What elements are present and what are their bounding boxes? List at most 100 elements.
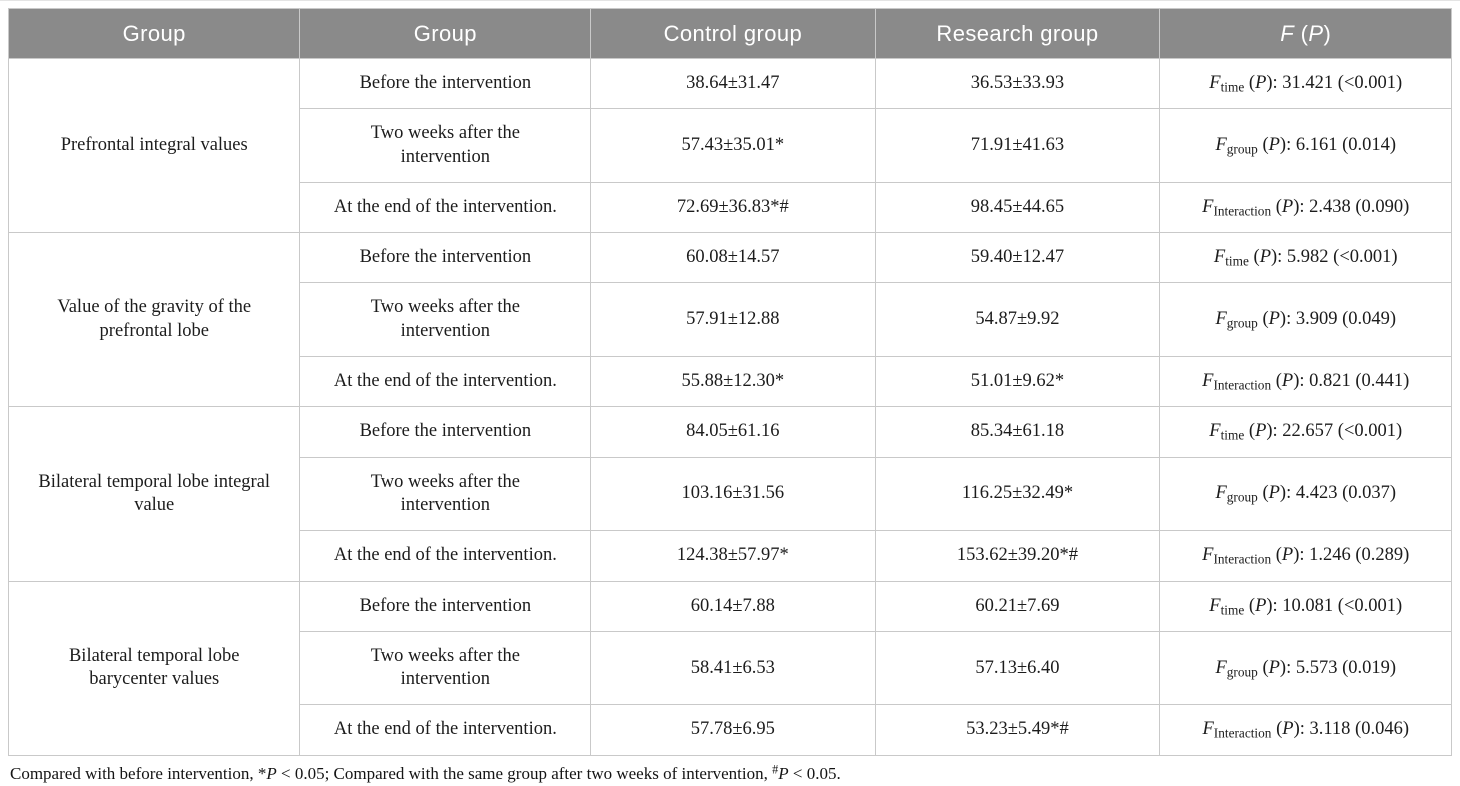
table-row: At the end of the intervention. 55.88±12.… [9,356,1452,408]
text-fragment: ): 5.573 (0.019) [1279,657,1397,678]
text-fragment: ( [1257,309,1269,330]
top-divider [0,0,1460,1]
text-fragment: F [1202,196,1214,217]
text-fragment: P [1268,483,1280,504]
control-value-cell: 60.08±14.57 [590,232,876,284]
text-fragment: F [1215,134,1227,155]
text-fragment: ): 4.423 (0.037) [1279,483,1397,504]
control-value-cell: 84.05±61.16 [590,406,876,458]
text-fragment: F [1209,421,1221,442]
text-fragment: P [1259,247,1271,268]
research-value-cell: 54.87±9.92 [874,282,1161,358]
timepoint-cell: At the end of the intervention. [299,530,592,582]
text-fragment: ( [1248,247,1260,268]
text-fragment: P [1268,657,1280,678]
table-row: At the end of the intervention. 124.38±57… [9,530,1452,582]
table-header: Group Group Control group Research group… [7,8,1452,59]
f-statistic-cell: FInteraction (P): 2.438 (0.090) [1159,181,1452,234]
text-fragment: P [1255,421,1267,442]
timepoint-cell: Two weeks after the intervention [299,108,592,183]
text-fragment: P [1281,545,1294,566]
control-value-cell: 58.41±6.53 [590,630,876,706]
column-header-group-1: Group [7,8,301,59]
text-fragment: ( [1244,595,1256,616]
text-fragment: P [778,763,789,783]
text-fragment: P [1281,371,1294,392]
group-label-cell: Bilateral temporal lobe barycenter value… [7,580,301,756]
text-fragment: ( [1294,20,1309,46]
text-fragment: F [1215,309,1227,330]
text-fragment: F [1280,20,1295,46]
text-fragment: F [1215,657,1227,678]
research-value-cell: 85.34±61.18 [874,406,1161,458]
header-row: Group Group Control group Research group… [7,8,1452,59]
timepoint-cell: Before the intervention [299,57,592,110]
column-header-research-group: Research group [874,8,1161,59]
text-fragment: ( [1271,196,1282,217]
text-fragment: ( [1257,134,1269,155]
f-statistic-cell: Ftime (P): 22.657 (<0.001) [1159,406,1452,458]
text-fragment: ) [1323,20,1332,46]
text-fragment: ): 6.161 (0.014) [1279,134,1397,155]
f-statistic-cell: Fgroup (P): 5.573 (0.019) [1159,630,1452,706]
f-statistic-cell: FInteraction (P): 0.821 (0.441) [1159,356,1452,408]
control-value-cell: 60.14±7.88 [590,580,876,632]
research-value-cell: 98.45±44.65 [874,181,1161,234]
text-fragment: ): 3.118 (0.046) [1293,719,1409,740]
research-value-cell: 36.53±33.93 [874,57,1161,110]
text-fragment: F [1202,545,1214,566]
results-table: Group Group Control group Research group… [7,8,1452,756]
text-fragment: ( [1244,421,1256,442]
timepoint-cell: At the end of the intervention. [299,704,592,756]
text-fragment: ( [1257,657,1269,678]
text-fragment: group [1226,141,1258,157]
text-fragment: P [1268,309,1280,330]
text-fragment: ): 2.438 (0.090) [1293,196,1410,217]
text-fragment: ): 0.821 (0.441) [1293,371,1410,392]
control-value-cell: 55.88±12.30* [590,356,876,408]
research-value-cell: 51.01±9.62* [874,356,1161,408]
text-fragment: P [1281,196,1294,217]
f-statistic-cell: Ftime (P): 5.982 (<0.001) [1159,232,1452,284]
text-fragment: ): 1.246 (0.289) [1293,545,1410,566]
research-value-cell: 60.21±7.69 [874,580,1161,632]
text-fragment: time [1220,427,1245,443]
text-fragment: F [1202,371,1214,392]
research-value-cell: 57.13±6.40 [874,630,1161,706]
table-row: At the end of the intervention. 57.78±6.9… [9,704,1452,756]
control-value-cell: 57.91±12.88 [590,282,876,358]
table-row: Two weeks after the intervention 57.91±12… [9,282,1452,358]
text-fragment: ): 3.909 (0.049) [1279,309,1397,330]
column-header-f-p: F (P) [1159,8,1452,59]
control-value-cell: 57.43±35.01* [590,108,876,183]
text-fragment: time [1220,601,1245,617]
text-fragment: F [1209,595,1221,616]
column-header-group-2: Group [299,8,592,59]
text-fragment: Interaction [1213,203,1272,219]
text-fragment: group [1226,315,1258,331]
timepoint-cell: At the end of the intervention. [299,356,592,408]
text-fragment: P [1268,134,1280,155]
text-fragment: F [1213,247,1226,268]
timepoint-cell: Two weeks after the intervention [299,456,592,532]
text-fragment: time [1220,79,1245,95]
table-row: Bilateral temporal lobe barycenter value… [7,580,1452,756]
text-fragment: ( [1271,545,1282,566]
table-row: Value of the gravity of the prefrontal l… [7,232,1452,408]
research-value-cell: 71.91±41.63 [874,108,1161,183]
text-fragment: ( [1257,483,1269,504]
text-fragment: P [266,763,277,783]
text-fragment: Interaction [1213,551,1272,567]
text-fragment: Compared with before intervention, [10,763,258,783]
text-fragment: ( [1244,73,1256,93]
group-label-cell: Bilateral temporal lobe integral value [7,406,301,582]
timepoint-cell: Before the intervention [299,406,592,458]
text-fragment: P [1282,719,1294,740]
f-statistic-cell: FInteraction (P): 3.118 (0.046) [1159,704,1452,756]
text-fragment: ( [1271,371,1282,392]
text-fragment: ): 5.982 (<0.001) [1271,247,1398,268]
f-statistic-cell: Ftime (P): 31.421 (<0.001) [1159,57,1452,110]
text-fragment: F [1209,73,1221,93]
research-value-cell: 153.62±39.20*# [874,530,1161,582]
